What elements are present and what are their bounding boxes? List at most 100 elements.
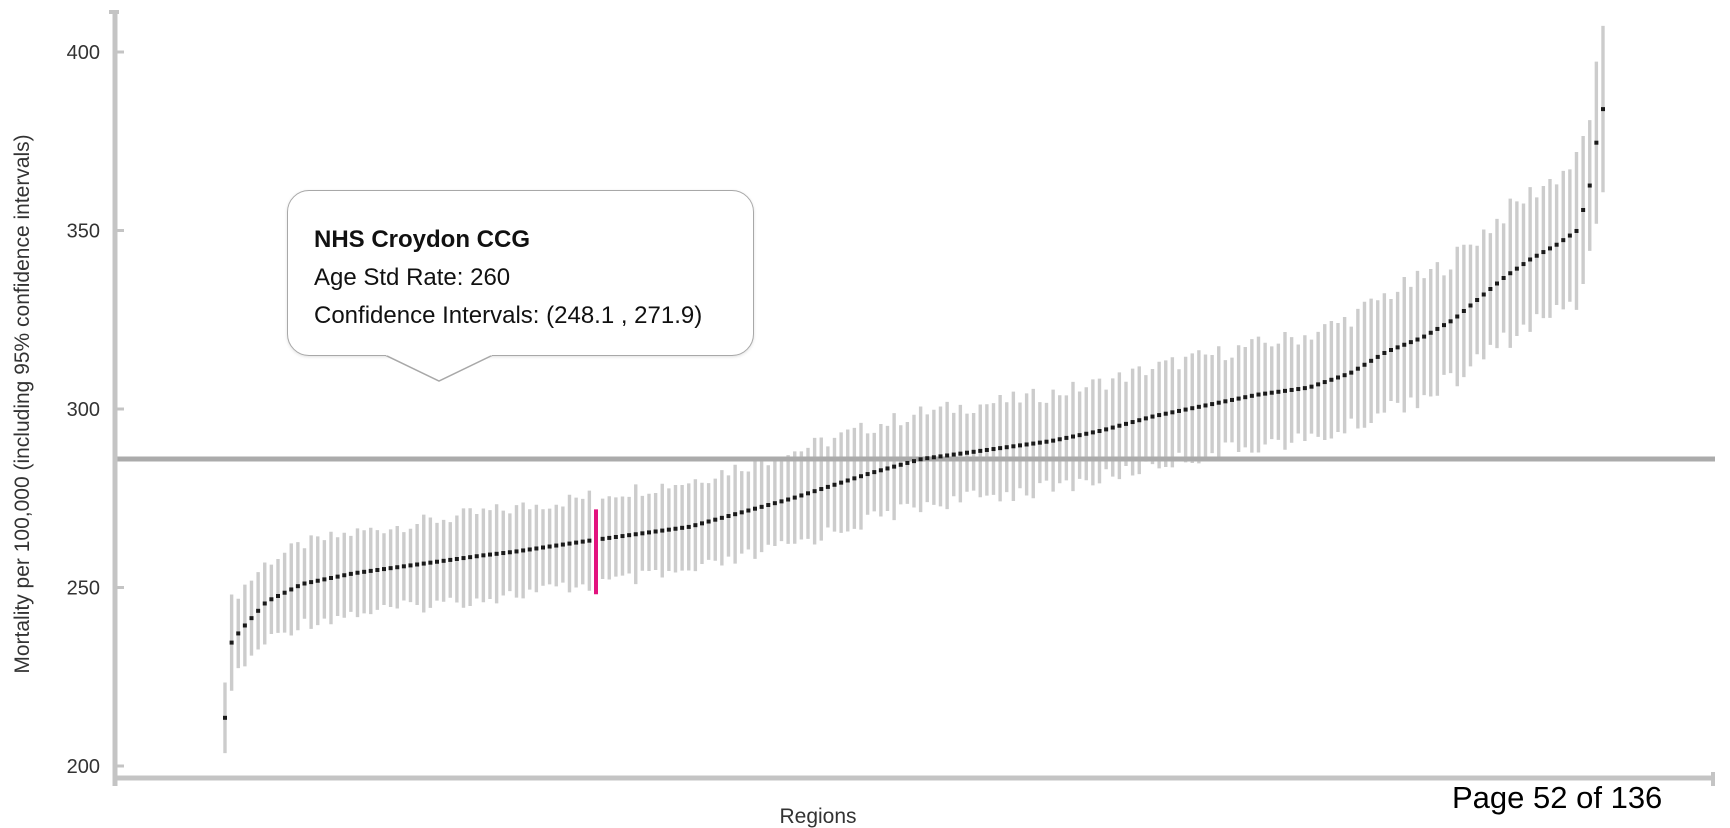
data-point[interactable]	[1548, 246, 1552, 251]
data-point[interactable]	[249, 616, 254, 621]
data-point[interactable]	[1541, 250, 1546, 255]
data-point[interactable]	[786, 497, 791, 502]
data-point[interactable]	[912, 459, 916, 464]
data-point[interactable]	[1157, 413, 1162, 418]
data-point[interactable]	[719, 515, 724, 520]
data-point[interactable]	[713, 517, 718, 522]
data-point[interactable]	[1163, 411, 1168, 416]
data-point[interactable]	[541, 545, 545, 550]
data-point[interactable]	[1514, 266, 1519, 271]
data-point[interactable]	[229, 640, 234, 645]
data-point[interactable]	[428, 560, 433, 565]
data-point[interactable]	[918, 457, 923, 462]
data-point[interactable]	[859, 474, 863, 479]
data-point[interactable]	[673, 526, 678, 531]
data-point[interactable]	[792, 495, 797, 500]
data-point[interactable]	[733, 512, 738, 517]
data-point[interactable]	[468, 555, 473, 560]
data-point[interactable]	[1011, 444, 1016, 449]
data-point[interactable]	[1269, 390, 1274, 395]
data-point[interactable]	[547, 544, 552, 549]
data-point[interactable]	[1137, 418, 1142, 423]
data-point[interactable]	[998, 446, 1003, 451]
data-point[interactable]	[1382, 350, 1387, 355]
data-point[interactable]	[1567, 233, 1572, 238]
data-point[interactable]	[931, 455, 936, 460]
data-point[interactable]	[382, 567, 386, 572]
data-point[interactable]	[329, 575, 333, 580]
data-point[interactable]	[388, 566, 393, 571]
data-point[interactable]	[739, 510, 744, 515]
data-point[interactable]	[799, 493, 804, 498]
data-point[interactable]	[223, 715, 227, 720]
data-point[interactable]	[1289, 387, 1294, 392]
data-point[interactable]	[315, 578, 320, 583]
data-point[interactable]	[1309, 384, 1314, 389]
data-point[interactable]	[706, 519, 711, 524]
data-point[interactable]	[607, 535, 612, 540]
data-point[interactable]	[1203, 403, 1208, 408]
data-point[interactable]	[474, 554, 479, 559]
data-point[interactable]	[1369, 358, 1374, 363]
data-point[interactable]	[759, 504, 764, 509]
data-point[interactable]	[627, 533, 632, 538]
data-point[interactable]	[1183, 407, 1188, 412]
data-point[interactable]	[276, 593, 280, 598]
data-point[interactable]	[772, 501, 777, 506]
data-point[interactable]	[660, 528, 665, 533]
data-point[interactable]	[865, 472, 870, 477]
data-point[interactable]	[1428, 330, 1433, 335]
data-point[interactable]	[653, 529, 658, 534]
data-point[interactable]	[1018, 443, 1022, 448]
data-point[interactable]	[647, 530, 651, 535]
data-point[interactable]	[1150, 414, 1155, 419]
data-point[interactable]	[481, 553, 486, 558]
data-point[interactable]	[448, 557, 453, 562]
data-point[interactable]	[375, 567, 380, 572]
data-point[interactable]	[1435, 326, 1440, 331]
data-point[interactable]	[1448, 319, 1453, 324]
data-point[interactable]	[892, 464, 897, 469]
data-point[interactable]	[700, 521, 704, 526]
data-point[interactable]	[1044, 439, 1049, 444]
data-point[interactable]	[1130, 420, 1135, 425]
data-point[interactable]	[1329, 377, 1334, 382]
data-point[interactable]	[1495, 281, 1499, 286]
data-point[interactable]	[1243, 395, 1248, 400]
data-point[interactable]	[1051, 438, 1056, 443]
data-point[interactable]	[587, 538, 592, 543]
data-point[interactable]	[1190, 406, 1195, 411]
data-point[interactable]	[494, 551, 499, 556]
data-point[interactable]	[1302, 386, 1307, 391]
data-point[interactable]	[1004, 445, 1009, 450]
data-point[interactable]	[1177, 408, 1181, 413]
data-point[interactable]	[408, 563, 413, 568]
data-point[interactable]	[1362, 362, 1367, 367]
data-point[interactable]	[435, 559, 439, 564]
data-point[interactable]	[819, 487, 824, 492]
data-point[interactable]	[1402, 342, 1407, 347]
data-point[interactable]	[256, 608, 261, 613]
data-point[interactable]	[1263, 391, 1268, 396]
data-point[interactable]	[1249, 393, 1254, 398]
data-point[interactable]	[633, 532, 638, 537]
data-point[interactable]	[746, 508, 751, 513]
data-point[interactable]	[1071, 434, 1075, 439]
data-point[interactable]	[368, 568, 373, 573]
data-point[interactable]	[1031, 441, 1036, 446]
data-point[interactable]	[1501, 276, 1506, 281]
data-point[interactable]	[852, 476, 857, 481]
data-point[interactable]	[872, 470, 877, 475]
data-point[interactable]	[991, 447, 996, 452]
data-point[interactable]	[951, 452, 956, 457]
data-point[interactable]	[1223, 399, 1228, 404]
data-point[interactable]	[600, 536, 605, 541]
data-point[interactable]	[295, 584, 300, 589]
data-point[interactable]	[766, 503, 771, 508]
data-point[interactable]	[945, 453, 950, 458]
data-point[interactable]	[242, 623, 247, 628]
data-point[interactable]	[1256, 392, 1261, 397]
data-point[interactable]	[984, 447, 989, 452]
data-point[interactable]	[401, 564, 406, 569]
data-point[interactable]	[1601, 107, 1605, 112]
